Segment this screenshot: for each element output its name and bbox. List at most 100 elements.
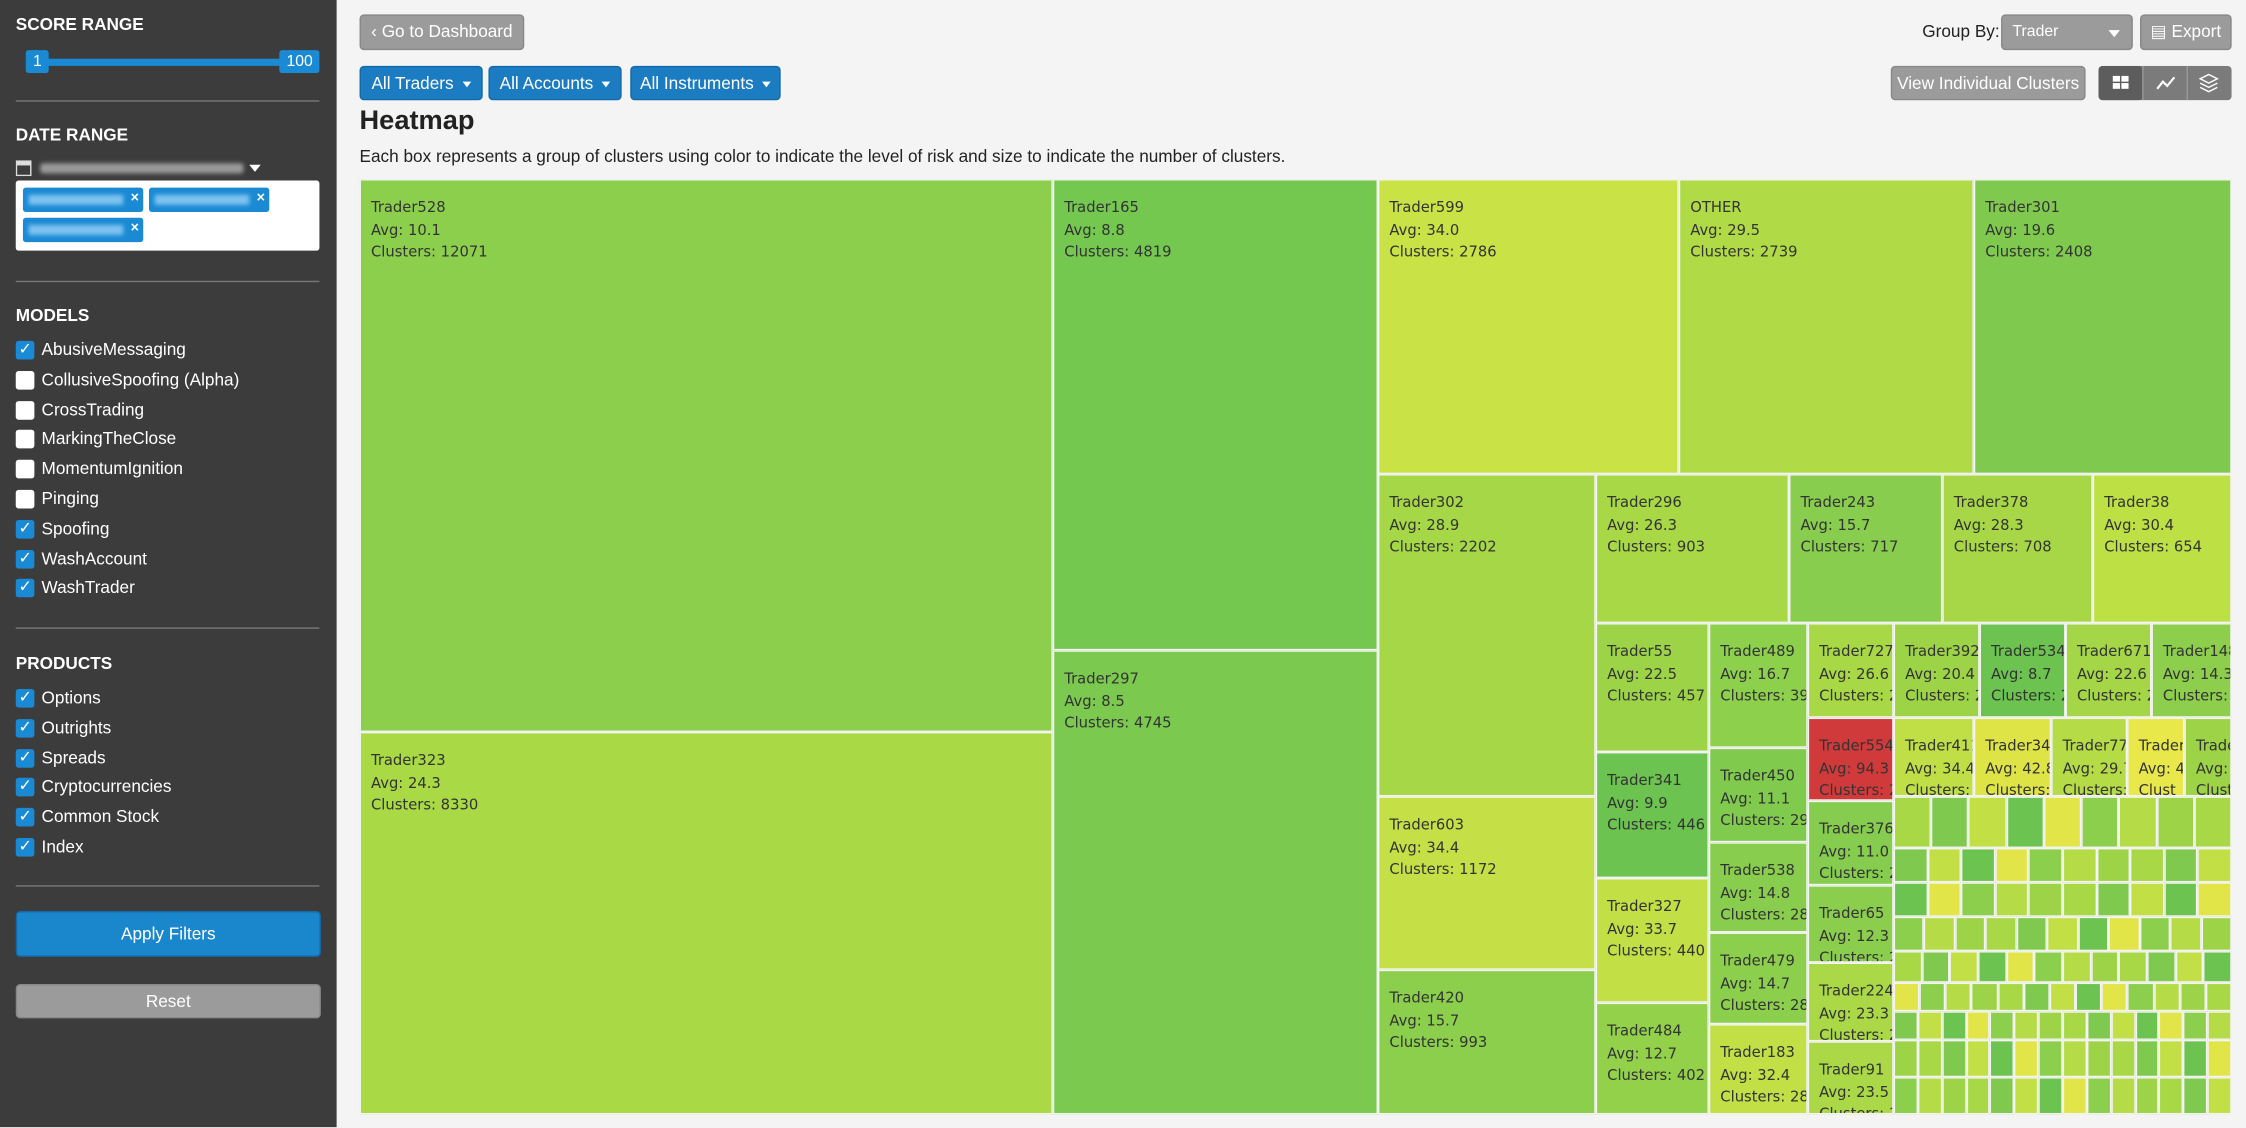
checkbox-label[interactable]: WashAccount: [41, 548, 147, 569]
date-range-value[interactable]: [40, 163, 244, 174]
checkbox[interactable]: [15, 460, 35, 479]
treemap-tile[interactable]: [2078, 916, 2109, 952]
treemap-box[interactable]: Trader65 Avg: 12.3 Clusters: 2: [1807, 885, 1894, 963]
treemap-tile[interactable]: [2203, 951, 2232, 983]
treemap-tile[interactable]: [1927, 882, 1962, 917]
checkbox[interactable]: ✓: [15, 579, 35, 598]
treemap-tile[interactable]: [2183, 1011, 2208, 1040]
treemap-box[interactable]: OTHER Avg: 29.5 Clusters: 2739: [1678, 179, 1974, 475]
treemap-tile[interactable]: [1917, 1077, 1942, 1115]
checkbox[interactable]: ✓: [15, 808, 35, 827]
treemap-tile[interactable]: [2081, 796, 2119, 848]
checkbox-label[interactable]: Pinging: [41, 488, 99, 509]
treemap-tile[interactable]: [1995, 882, 2029, 917]
filter-dropdown[interactable]: All Traders: [359, 65, 483, 101]
treemap-tile[interactable]: [2170, 916, 2201, 952]
treemap-tile[interactable]: [1990, 1011, 2015, 1040]
treemap-tile[interactable]: [2047, 916, 2079, 952]
treemap-tile[interactable]: [1927, 847, 1962, 883]
treemap-box[interactable]: Trader38 Avg: 30.4 Clusters: 654: [2092, 474, 2232, 624]
treemap-tile[interactable]: [2108, 916, 2140, 952]
treemap-tile[interactable]: [2159, 1011, 2184, 1040]
treemap-tile[interactable]: [2075, 982, 2102, 1012]
treemap-tile[interactable]: [2049, 982, 2076, 1012]
checkbox[interactable]: ✓: [15, 549, 35, 569]
treemap-tile[interactable]: [2028, 882, 2063, 917]
treemap-tile[interactable]: [1997, 982, 2024, 1012]
treemap-box[interactable]: Trader148 Avg: 14.3 Clusters: 2: [2151, 623, 2232, 718]
treemap-tile[interactable]: [2135, 1077, 2160, 1115]
treemap-box[interactable]: Trader297 Avg: 8.5 Clusters: 4745: [1052, 650, 1378, 1115]
checkbox[interactable]: [15, 489, 35, 509]
treemap-tile[interactable]: [2200, 916, 2232, 952]
checkbox[interactable]: ✓: [15, 837, 35, 857]
treemap-box[interactable]: Trader420 Avg: 15.7 Clusters: 993: [1377, 969, 1596, 1115]
treemap-tile[interactable]: [2207, 1011, 2232, 1040]
treemap-tile[interactable]: [2183, 1039, 2208, 1078]
treemap-tile[interactable]: [1941, 1077, 1967, 1115]
treemap-tile[interactable]: [2147, 951, 2176, 983]
treemap-box[interactable]: Trader479 Avg: 14.7 Clusters: 28: [1708, 932, 1808, 1025]
treemap-tile[interactable]: [2110, 1011, 2136, 1040]
treemap-tile[interactable]: [2205, 982, 2232, 1012]
treemap-tile[interactable]: [2194, 796, 2232, 848]
treemap-box[interactable]: Trader378 Avg: 28.3 Clusters: 708: [1942, 474, 2093, 624]
checkbox-label[interactable]: Index: [41, 836, 84, 857]
treemap-tile[interactable]: [2086, 1077, 2111, 1115]
checkbox-label[interactable]: WashTrader: [41, 577, 135, 598]
treemap-tile[interactable]: [2207, 1077, 2232, 1115]
treemap-tile[interactable]: [2090, 951, 2119, 983]
treemap-tile[interactable]: [2062, 1077, 2087, 1115]
treemap-box[interactable]: Trader727 Avg: 26.6 Clusters: 2: [1807, 623, 1894, 718]
treemap-tile[interactable]: [1971, 982, 1998, 1012]
treemap-box[interactable]: Trader528 Avg: 10.1 Clusters: 12071: [359, 179, 1053, 732]
treemap-box[interactable]: Trader341 Avg: 9.9 Clusters: 446: [1595, 752, 1709, 879]
treemap-tile[interactable]: [2096, 847, 2131, 883]
view-clusters-button[interactable]: View Individual Clusters: [1890, 65, 2086, 101]
treemap-tile[interactable]: [1893, 882, 1928, 917]
treemap-tile[interactable]: [2175, 951, 2204, 983]
reset-button[interactable]: Reset: [15, 984, 321, 1019]
treemap-box[interactable]: Trader554 Avg: 94.3 Clusters: 2: [1807, 717, 1894, 801]
treemap-tile[interactable]: [1966, 1039, 1991, 1078]
treemap-tile[interactable]: [2043, 796, 2082, 848]
go-to-dashboard-button[interactable]: ‹ Go to Dashboard: [359, 14, 525, 51]
checkbox-label[interactable]: Spreads: [41, 747, 106, 768]
treemap-box[interactable]: Trader489 Avg: 16.7 Clusters: 39: [1708, 623, 1808, 748]
treemap-tile[interactable]: [2153, 982, 2180, 1012]
treemap-tile[interactable]: [1961, 847, 1996, 883]
date-tag[interactable]: ×: [22, 217, 144, 243]
treemap-tile[interactable]: [1893, 796, 1932, 848]
treemap-tile[interactable]: [2006, 951, 2035, 983]
treemap-tile[interactable]: [2110, 1077, 2136, 1115]
treemap-box[interactable]: Trader327 Avg: 33.7 Clusters: 440: [1595, 878, 1709, 1003]
treemap-tile[interactable]: [2130, 847, 2165, 883]
checkbox-label[interactable]: Spoofing: [41, 518, 110, 539]
treemap-tile[interactable]: [1961, 882, 1996, 917]
treemap-box[interactable]: Trader603 Avg: 34.4 Clusters: 1172: [1377, 796, 1596, 970]
treemap-box[interactable]: Trader347 Avg: 42.8 Clusters:: [1973, 717, 2052, 797]
treemap-tile[interactable]: [1917, 1039, 1942, 1078]
treemap-box[interactable]: Trader538 Avg: 14.8 Clusters: 28: [1708, 842, 1808, 933]
treemap-tile[interactable]: [2183, 1077, 2208, 1115]
treemap-tile[interactable]: [2118, 796, 2157, 848]
treemap-tile[interactable]: [2086, 1039, 2111, 1078]
treemap-box[interactable]: Trader55 Avg: 22.5 Clusters: 457: [1595, 623, 1709, 753]
treemap-tile[interactable]: [1955, 916, 1986, 952]
treemap-tile[interactable]: [1893, 1039, 1918, 1078]
treemap-tile[interactable]: [2062, 951, 2091, 983]
checkbox[interactable]: ✓: [15, 778, 35, 797]
treemap-tile[interactable]: [1995, 847, 2029, 883]
checkbox-label[interactable]: MomentumIgnition: [41, 458, 183, 479]
date-tag[interactable]: ×: [22, 187, 144, 212]
treemap-box[interactable]: Trader91 Avg: 23.5 Clusters: 1: [1807, 1041, 1894, 1115]
treemap-tile[interactable]: [2006, 796, 2044, 848]
treemap-tile[interactable]: [2207, 1039, 2232, 1078]
date-tags[interactable]: × × ×: [15, 180, 320, 251]
treemap-tile[interactable]: [1966, 1077, 1991, 1115]
checkbox-label[interactable]: Options: [41, 687, 101, 708]
checkbox[interactable]: ✓: [15, 718, 35, 738]
slider-min[interactable]: 1: [25, 50, 49, 74]
treemap-tile[interactable]: [1968, 796, 2007, 848]
treemap-box[interactable]: Trader534 Avg: 8.7 Clusters: 2: [1979, 623, 2066, 718]
